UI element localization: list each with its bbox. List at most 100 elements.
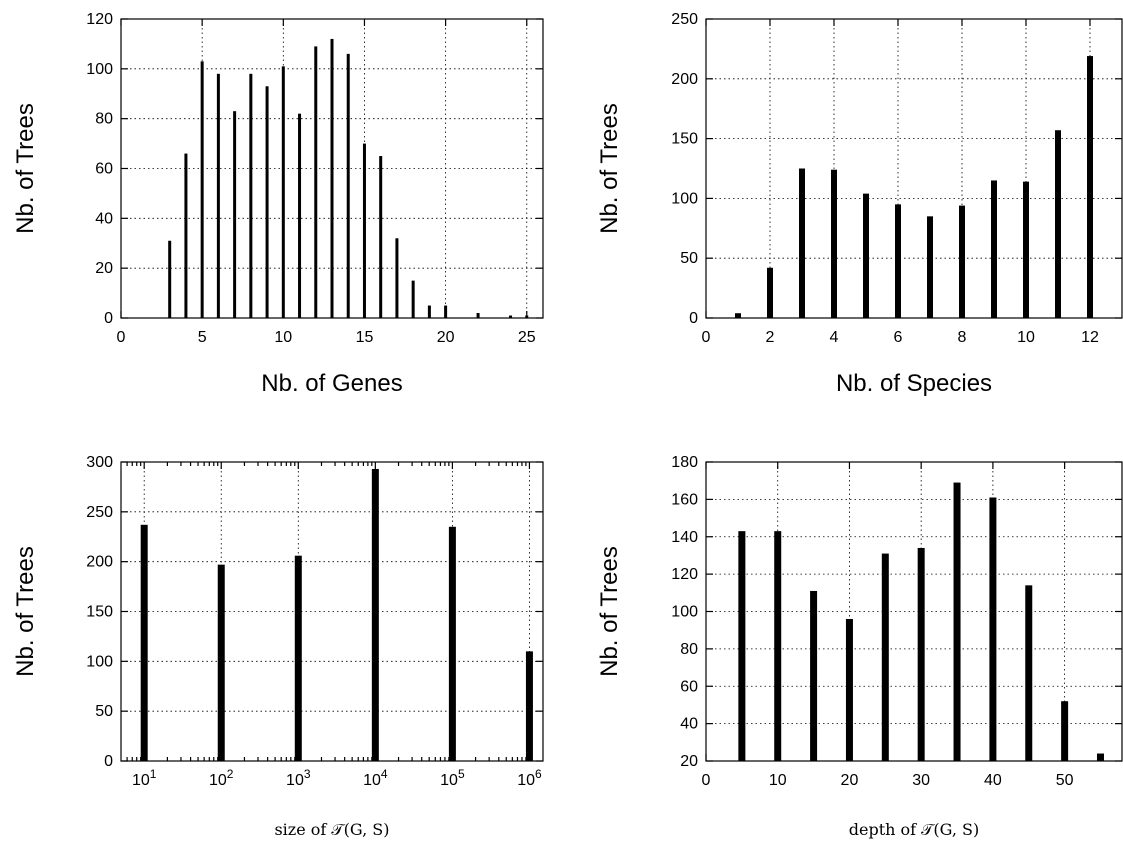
bar [735,313,741,318]
x-tick-label: 104 [363,767,388,789]
y-tick-label: 20 [680,753,698,770]
bar [346,53,350,319]
bar [959,205,965,318]
y-tick-label: 40 [680,716,698,733]
x-tick-label: 5 [198,329,207,346]
bar [427,305,431,318]
bar [1061,701,1069,761]
y-tick-label: 150 [86,604,113,621]
bar [184,153,188,318]
x-tick-label: 40 [984,772,1002,789]
bar [217,564,225,761]
bar [863,193,869,318]
y-tick-label: 150 [671,131,698,148]
bar [265,86,269,319]
y-tick-label: 40 [95,210,113,227]
bar [845,618,853,761]
bar [991,180,997,318]
y-tick-label: 60 [95,161,113,178]
bar [927,216,933,318]
y-tick-label: 140 [671,529,698,546]
x-tick-label: 10 [769,772,787,789]
x-tick-label: 0 [702,772,711,789]
bar [917,547,925,761]
y-tick-label: 120 [86,11,113,28]
y-tick-label: 250 [86,504,113,521]
bar [411,280,415,318]
x-tick-label: 101 [132,767,157,789]
x-axis-title: Nb. of Species [836,370,992,397]
y-tick-label: 80 [680,641,698,658]
x-tick-label: 30 [912,772,930,789]
y-tick-label: 20 [95,260,113,277]
y-axis-title: Nb. of Trees [596,103,623,234]
bar [881,553,889,761]
bar [395,238,399,318]
y-tick-label: 50 [680,250,698,267]
x-tick-label: 106 [517,767,542,789]
bar [525,315,529,318]
chart-panel-3: 0 50 100 150 200 250 300 101 102 103 104 105 106 Nb. … [12,454,544,839]
y-tick-label: 160 [671,491,698,508]
y-tick-label: 100 [86,61,113,78]
x-tick-label: 50 [1056,772,1074,789]
y-tick-label: 0 [104,310,113,327]
bar [989,497,997,761]
bar [1096,753,1104,761]
bar [362,143,366,318]
y-tick-label: 60 [680,678,698,695]
y-tick-label: 0 [689,310,698,327]
bar [448,526,456,761]
x-tick-label: 105 [440,767,465,789]
bar [294,555,302,761]
x-axis-title: Nb. of Genes [261,370,402,397]
x-tick-label: 8 [958,329,967,346]
y-tick-label: 100 [671,604,698,621]
plot-frame [705,461,1123,762]
bar [140,524,148,761]
y-tick-label: 80 [95,111,113,128]
bar [249,73,253,318]
x-tick-label: 12 [1081,329,1099,346]
x-tick-label: 10 [274,329,292,346]
bar [525,651,533,761]
bar [281,66,285,318]
y-tick-label: 50 [95,703,113,720]
x-tick-label: 0 [117,329,126,346]
bar [379,156,383,318]
bar [895,204,901,318]
x-tick-label: 10 [1017,329,1035,346]
x-axis-title: depth of 𝒯(G, S) [849,820,980,839]
bar [1023,181,1029,318]
bar [476,313,480,318]
y-tick-label: 100 [86,653,113,670]
bar [831,169,837,318]
bar [216,73,220,318]
x-tick-label: 25 [518,329,536,346]
y-tick-label: 250 [671,11,698,28]
bar [168,240,172,318]
y-axis-title: Nb. of Trees [12,103,39,234]
bar [810,590,818,761]
bar [738,531,746,761]
x-tick-label: 15 [356,329,374,346]
x-tick-label: 4 [830,329,839,346]
bar [330,38,334,318]
x-tick-label: 6 [894,329,903,346]
plot-frame [120,461,544,762]
x-tick-label: 102 [209,767,234,789]
y-tick-label: 0 [104,753,113,770]
bar [1025,585,1033,761]
y-tick-label: 300 [86,454,113,471]
chart-panel-4: 20 40 60 80 100 120 140 160 180 0 10 20 30 40 50 Nb. of… [596,454,1123,839]
bar [371,468,379,761]
y-tick-label: 100 [671,190,698,207]
plot-frame [120,18,544,319]
bar [767,267,773,318]
bar [444,305,448,318]
y-tick-label: 200 [86,554,113,571]
chart-panel-1: 0 20 40 60 80 100 120 0 5 10 15 20 25 Nb. of Trees Nb.… [12,11,544,397]
bar [774,531,782,761]
y-tick-label: 200 [671,71,698,88]
